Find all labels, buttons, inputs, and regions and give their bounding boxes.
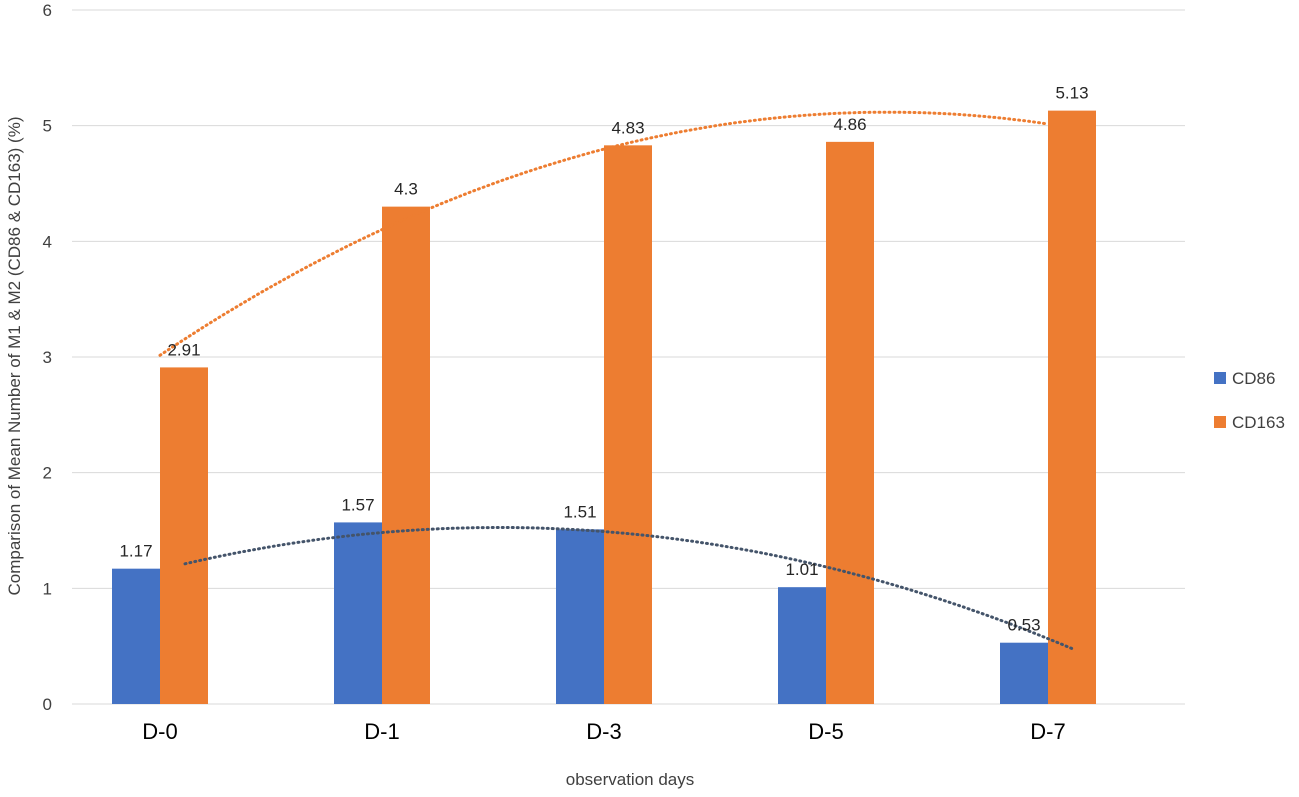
y-tick-label: 2 <box>43 464 52 483</box>
y-tick-label: 3 <box>43 348 52 367</box>
bar-cd86-d-3 <box>556 529 604 704</box>
bar-cd163-d-0 <box>160 367 208 704</box>
x-axis-title: observation days <box>566 770 695 789</box>
data-label: 4.86 <box>833 115 866 134</box>
bars <box>112 110 1096 705</box>
data-label: 1.17 <box>119 542 152 561</box>
trendline-cd163 <box>158 110 1050 357</box>
data-labels: 1.17 1.57 1.51 1.01 0.53 2.91 4.3 4.83 4.86 5.13 <box>119 84 1088 635</box>
legend-label-cd163: CD163 <box>1232 413 1285 432</box>
y-tick-label: 5 <box>43 117 52 136</box>
y-tick-label: 4 <box>43 232 52 251</box>
data-label: 0.53 <box>1007 616 1040 635</box>
legend-swatch-cd86 <box>1214 372 1226 384</box>
x-category-label: D-3 <box>586 719 621 744</box>
bar-cd163-d-5 <box>826 141 874 705</box>
y-axis-ticks: 0 1 2 3 4 5 6 <box>43 1 52 714</box>
x-category-label: D-7 <box>1030 719 1065 744</box>
bar-cd86-d-0 <box>112 568 160 704</box>
bar-cd86-d-1 <box>334 522 382 704</box>
data-label: 2.91 <box>167 340 200 359</box>
bar-cd86-d-7 <box>1000 642 1048 704</box>
x-category-label: D-5 <box>808 719 843 744</box>
x-category-label: D-0 <box>142 719 177 744</box>
legend-swatch-cd163 <box>1214 416 1226 428</box>
data-label: 1.01 <box>785 560 818 579</box>
data-label: 4.3 <box>394 180 418 199</box>
bar-cd163-d-7 <box>1048 110 1096 704</box>
data-label: 1.51 <box>563 502 596 521</box>
y-tick-label: 0 <box>43 695 52 714</box>
trendline-cd86 <box>183 526 1075 651</box>
bar-cd163-d-3 <box>604 145 652 704</box>
x-category-label: D-1 <box>364 719 399 744</box>
trendlines <box>158 110 1075 651</box>
data-label: 4.83 <box>611 118 644 137</box>
y-tick-label: 1 <box>43 579 52 598</box>
data-label: 1.57 <box>341 495 374 514</box>
legend: CD86 CD163 <box>1214 369 1285 432</box>
bar-cd163-d-1 <box>382 206 430 704</box>
legend-label-cd86: CD86 <box>1232 369 1275 388</box>
y-axis-title: Comparison of Mean Number of M1 & M2 (CD… <box>5 117 24 596</box>
data-label: 5.13 <box>1055 84 1088 103</box>
y-tick-label: 6 <box>43 1 52 20</box>
bar-cd86-d-5 <box>778 587 826 704</box>
x-axis-categories: D-0 D-1 D-3 D-5 D-7 <box>142 719 1065 744</box>
